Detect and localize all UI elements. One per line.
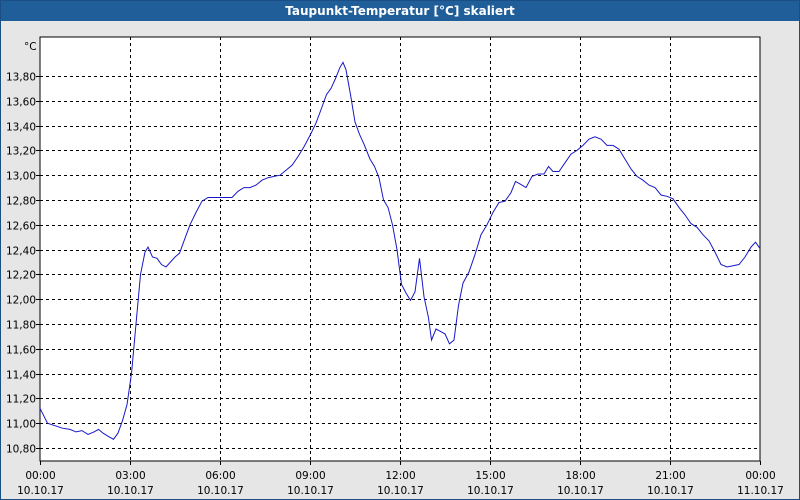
x-tick-date: 10.10.17 (647, 485, 694, 497)
y-axis-unit: °C (24, 41, 37, 53)
x-tick-time: 09:00 (295, 470, 325, 482)
x-tick-date: 11.10.17 (737, 485, 784, 497)
y-tick-label: 12,20 (6, 270, 36, 282)
y-tick-label: 13,20 (6, 146, 36, 158)
x-tick-time: 00:00 (745, 470, 775, 482)
y-tick-label: 12,80 (6, 196, 36, 208)
y-tick-label: 13,40 (6, 122, 36, 134)
x-tick-time: 21:00 (655, 470, 685, 482)
y-tick-label: 11,60 (6, 345, 36, 357)
x-tick-time: 03:00 (115, 470, 145, 482)
y-tick-label: 11,20 (6, 394, 36, 406)
y-tick-label: 10,80 (6, 444, 36, 456)
y-tick-label: 12,60 (6, 221, 36, 233)
y-tick-label: 12,40 (6, 246, 36, 258)
y-tick-label: 13,00 (6, 171, 36, 183)
y-tick-label: 11,00 (6, 419, 36, 431)
x-tick-time: 12:00 (385, 470, 415, 482)
x-tick-time: 06:00 (205, 470, 235, 482)
y-tick-label: 11,80 (6, 320, 36, 332)
y-axis-ticks: 10,80 11,00 11,20 11,40 11,60 11,80 12,00 12,20… (6, 72, 40, 456)
y-tick-label: 12,00 (6, 295, 36, 307)
x-tick-time: 00:00 (25, 470, 55, 482)
y-tick-label: 13,60 (6, 97, 36, 109)
x-tick-date: 10.10.17 (377, 485, 424, 497)
grid-lines (40, 37, 760, 461)
x-axis-ticks: 00:00 10.10.17 03:00 10.10.17 06:00 10.10.17 0… (17, 461, 784, 497)
x-tick-date: 10.10.17 (557, 485, 604, 497)
x-tick-time: 18:00 (565, 470, 595, 482)
x-tick-date: 10.10.17 (17, 485, 64, 497)
x-tick-date: 10.10.17 (197, 485, 244, 497)
y-tick-label: 13,80 (6, 72, 36, 84)
series-line (39, 61, 761, 440)
x-tick-date: 10.10.17 (287, 485, 334, 497)
x-tick-time: 15:00 (475, 470, 505, 482)
y-tick-label: 11,40 (6, 370, 36, 382)
x-tick-date: 10.10.17 (467, 485, 514, 497)
x-tick-date: 10.10.17 (107, 485, 154, 497)
chart-title: Taupunkt-Temperatur [°C] skaliert (1, 1, 799, 21)
